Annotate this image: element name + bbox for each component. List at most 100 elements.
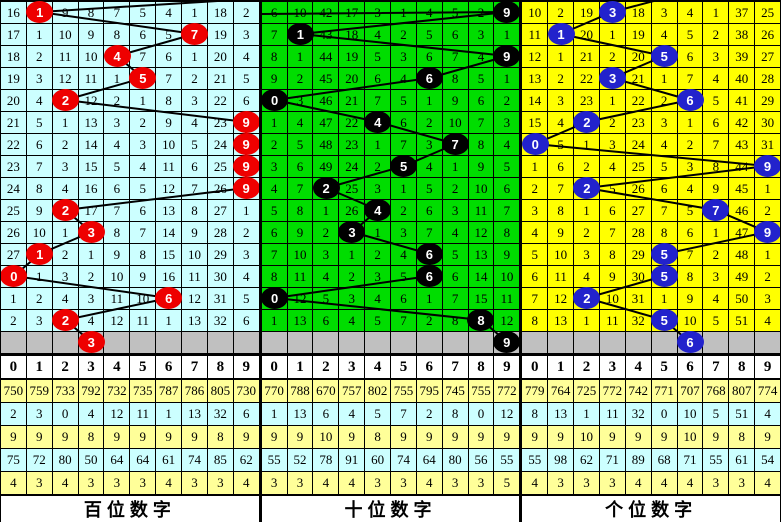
miss-count-cell: 7 xyxy=(416,222,442,243)
stat-cell: 9 xyxy=(522,426,548,448)
miss-count-cell: 8 xyxy=(104,24,130,45)
miss-count-cell: 9 xyxy=(494,244,520,265)
stat-cell: 9 xyxy=(339,426,365,448)
pending-row-cell xyxy=(261,332,287,353)
miss-count-cell: 13 xyxy=(182,310,207,331)
miss-count-cell: 1 xyxy=(130,90,156,111)
miss-count-cell: 19 xyxy=(207,24,233,45)
miss-count-cell: 4 xyxy=(416,2,442,23)
stat-cell: 768 xyxy=(703,380,729,402)
draw-ball: 9 xyxy=(753,221,781,243)
draw-ball: 6 xyxy=(155,287,183,309)
miss-count-cell: 2 xyxy=(261,134,287,155)
miss-count-cell: 5 xyxy=(442,244,468,265)
stat-cell: 3 xyxy=(574,472,599,494)
miss-count-cell: 12 xyxy=(52,68,78,89)
stat-cell: 4 xyxy=(156,472,182,494)
miss-count-cell: 27 xyxy=(755,46,781,67)
digit-header-cell: 5 xyxy=(130,356,156,378)
miss-count-cell: 14 xyxy=(468,266,494,287)
stat-cell: 13 xyxy=(182,403,207,425)
stat-cell: 4 xyxy=(651,472,677,494)
stat-cell: 75 xyxy=(1,449,26,471)
stats-rows: 770 788 670 757 802 755 795 745 755 772 1 13 6 4 5 7 2 8 0… xyxy=(261,380,520,494)
trend-grid-tens: 6 10 42 17 3 1 4 5 2 7 43 18 4 2 5 6 3 1 8 1 44 19 5 3 6 7 4 9 2 45 20… xyxy=(261,1,520,353)
miss-count-cell: 8 xyxy=(78,2,104,23)
stat-cell: 764 xyxy=(548,380,574,402)
miss-count-cell: 4 xyxy=(313,266,339,287)
miss-count-cell: 1 xyxy=(26,266,52,287)
stat-cell: 91 xyxy=(339,449,365,471)
miss-count-cell: 29 xyxy=(755,90,781,111)
miss-count-cell: 1 xyxy=(755,178,781,199)
miss-count-cell: 2 xyxy=(233,222,259,243)
miss-count-cell: 4 xyxy=(416,156,442,177)
panel-title-hundreds: 百位数字 xyxy=(1,494,259,522)
miss-count-cell: 2 xyxy=(548,2,574,23)
miss-count-cell: 11 xyxy=(287,266,313,287)
pending-row-cell xyxy=(599,332,625,353)
miss-count-cell: 16 xyxy=(78,178,104,199)
miss-count-cell: 9 xyxy=(468,156,494,177)
miss-count-cell: 4 xyxy=(599,156,625,177)
miss-count-cell: 16 xyxy=(1,2,26,23)
pending-row-cell xyxy=(625,332,651,353)
stat-cell: 5 xyxy=(365,403,390,425)
stat-cell: 8 xyxy=(207,426,233,448)
miss-count-cell: 2 xyxy=(416,310,442,331)
miss-count-cell: 1 xyxy=(182,2,207,23)
miss-count-cell: 6 xyxy=(391,112,416,133)
digit-header-cell: 7 xyxy=(703,356,729,378)
miss-count-cell: 3 xyxy=(78,288,104,309)
stat-cell: 707 xyxy=(677,380,703,402)
miss-count-cell: 7 xyxy=(677,244,703,265)
miss-count-cell: 11 xyxy=(52,46,78,67)
miss-count-cell: 2 xyxy=(313,222,339,243)
stat-cell: 74 xyxy=(182,449,207,471)
stat-cell: 8 xyxy=(522,403,548,425)
draw-ball: 1 xyxy=(26,1,54,23)
stat-cell: 779 xyxy=(522,380,548,402)
miss-count-cell: 6 xyxy=(391,288,416,309)
pending-row-cell xyxy=(130,332,156,353)
miss-count-cell: 10 xyxy=(287,2,313,23)
stat-cell: 9 xyxy=(52,426,78,448)
miss-count-cell: 5 xyxy=(522,244,548,265)
miss-count-cell: 8 xyxy=(261,46,287,67)
stat-cell: 9 xyxy=(104,426,130,448)
miss-count-cell: 46 xyxy=(313,90,339,111)
miss-count-cell: 12 xyxy=(156,178,182,199)
panel-title-units: 个位数字 xyxy=(522,494,781,522)
miss-count-cell: 7 xyxy=(287,178,313,199)
miss-count-cell: 4 xyxy=(548,112,574,133)
miss-count-cell: 24 xyxy=(339,156,365,177)
miss-count-cell: 28 xyxy=(755,68,781,89)
miss-count-cell: 10 xyxy=(104,266,130,287)
digit-header-cell: 9 xyxy=(494,356,520,378)
miss-count-cell: 3 xyxy=(703,46,729,67)
miss-count-cell: 3 xyxy=(703,266,729,287)
miss-count-cell: 1 xyxy=(494,24,520,45)
miss-count-cell: 40 xyxy=(729,68,755,89)
miss-count-cell: 3 xyxy=(52,156,78,177)
pending-row-cell xyxy=(156,332,182,353)
miss-count-cell: 3 xyxy=(313,244,339,265)
stat-cell: 8 xyxy=(78,426,104,448)
digit-header-cell: 3 xyxy=(339,356,365,378)
stat-cell: 3 xyxy=(729,472,755,494)
miss-count-cell: 11 xyxy=(548,266,574,287)
miss-count-cell: 9 xyxy=(442,90,468,111)
miss-count-cell: 3 xyxy=(104,112,130,133)
digit-header-cell: 9 xyxy=(755,356,781,378)
miss-count-cell: 1 xyxy=(78,244,104,265)
miss-count-cell: 10 xyxy=(52,24,78,45)
stat-cell: 735 xyxy=(130,380,156,402)
miss-count-cell: 6 xyxy=(494,178,520,199)
miss-count-cell: 25 xyxy=(1,200,26,221)
stat-cell: 7 xyxy=(391,403,416,425)
miss-count-cell: 3 xyxy=(651,2,677,23)
digit-header-cell: 6 xyxy=(156,356,182,378)
draw-ball: 2 xyxy=(52,89,79,111)
stat-cell: 787 xyxy=(156,380,182,402)
